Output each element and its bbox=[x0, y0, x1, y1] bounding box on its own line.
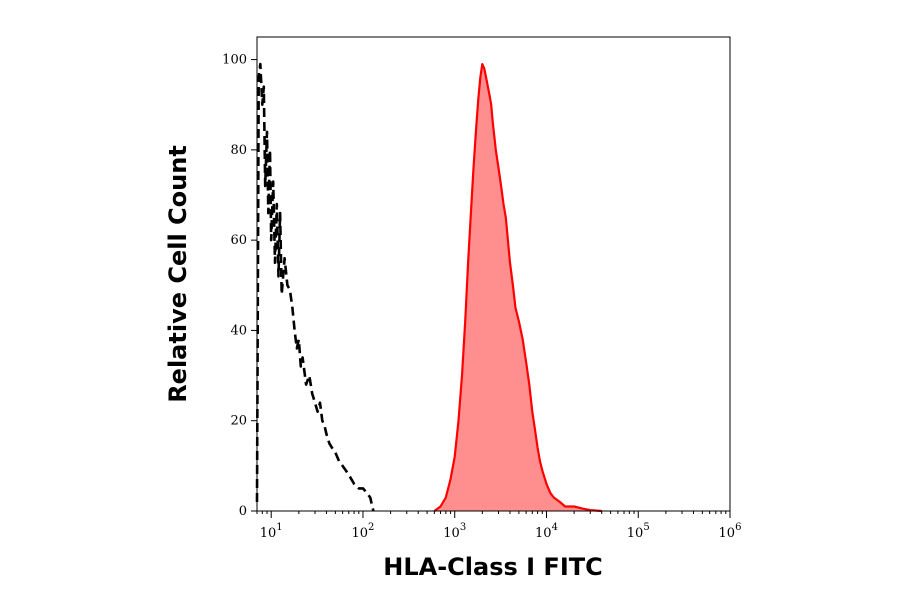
y-tick-label-0: 0 bbox=[239, 504, 247, 519]
x-tick-exponent-2: 3 bbox=[460, 522, 466, 533]
x-tick-exponent-1: 2 bbox=[368, 522, 374, 533]
y-tick-label-5: 100 bbox=[222, 53, 247, 68]
x-tick-label-3: 104 bbox=[535, 522, 558, 541]
x-tick-exponent-5: 6 bbox=[735, 522, 741, 533]
x-tick-exponent-3: 4 bbox=[552, 522, 558, 533]
x-tick-label-0: 101 bbox=[260, 522, 283, 541]
y-tick-label-2: 40 bbox=[230, 323, 247, 338]
x-tick-label-2: 103 bbox=[443, 522, 466, 541]
series-layer bbox=[255, 62, 602, 513]
plot-frame bbox=[256, 36, 731, 512]
y-tick-label-1: 20 bbox=[230, 414, 247, 429]
x-tick-label-1: 102 bbox=[352, 522, 375, 541]
ticks-layer: 0 20 40 60 80 100 101 102 103 104 105 106 bbox=[222, 53, 741, 541]
x-tick-exponent-0: 1 bbox=[276, 522, 282, 533]
y-axis-title: Relative Cell Count bbox=[164, 145, 192, 403]
y-tick-label-4: 80 bbox=[230, 143, 247, 158]
x-tick-exponent-4: 5 bbox=[643, 522, 649, 533]
y-axis-title-group: Relative Cell Count bbox=[164, 145, 192, 403]
x-axis-title: HLA-Class I FITC bbox=[383, 553, 602, 581]
series-0-line bbox=[255, 62, 375, 512]
series-1-area bbox=[434, 64, 602, 511]
x-tick-label-5: 106 bbox=[719, 522, 742, 541]
x-tick-label-4: 105 bbox=[627, 522, 650, 541]
y-tick-label-3: 60 bbox=[230, 233, 247, 248]
series-1-line bbox=[433, 62, 602, 513]
